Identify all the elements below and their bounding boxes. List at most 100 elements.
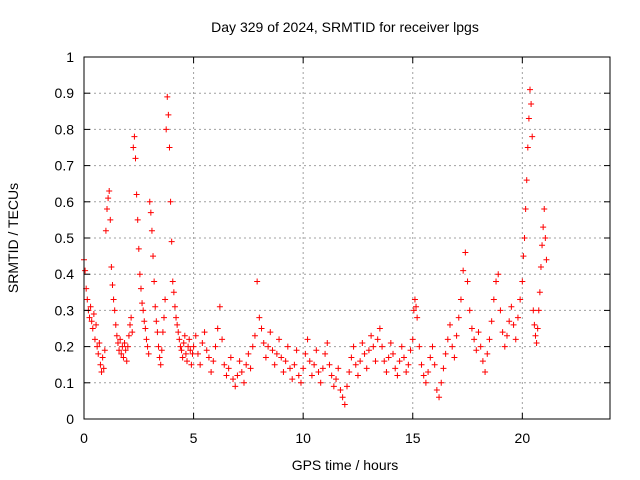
data-point-marker [370,343,377,350]
data-point-marker [462,249,469,256]
data-point-marker [289,376,296,383]
data-point-marker [451,354,458,361]
data-point-marker [169,278,176,285]
data-point-marker [105,195,112,202]
data-point-marker [212,343,219,350]
data-point-marker [265,343,272,350]
data-point-marker [216,303,223,310]
data-point-marker [269,347,276,354]
data-point-marker [98,368,105,375]
data-point-marker [137,285,144,292]
data-point-marker [152,303,159,310]
data-point-marker [177,343,184,350]
data-point-marker [291,361,298,368]
data-point-marker [110,296,117,303]
data-point-marker [247,365,254,372]
y-tick-label: 0.6 [55,194,75,210]
data-point-marker [184,358,191,365]
data-point-marker [154,329,161,336]
data-point-marker [341,401,348,408]
data-point-marker [120,354,127,361]
y-tick-label: 1 [66,49,74,65]
data-point-marker [273,350,280,357]
data-point-marker [306,358,313,365]
data-point-marker [187,347,194,354]
data-point-marker [436,394,443,401]
data-point-marker [304,336,311,343]
data-point-marker [488,318,495,325]
data-point-marker [179,354,186,361]
data-point-marker [442,350,449,357]
y-tick-label: 0.8 [55,121,75,137]
data-point-marker [346,368,353,375]
data-point-marker [118,350,125,357]
data-point-marker [175,329,182,336]
data-point-marker [433,387,440,394]
data-point-marker [495,271,502,278]
data-point-marker [374,336,381,343]
data-point-marker [475,329,482,336]
data-point-marker [512,336,519,343]
data-point-marker [100,365,107,372]
data-point-marker [148,227,155,234]
data-point-marker [335,365,342,372]
data-point-marker [295,372,302,379]
data-point-marker [537,263,544,270]
data-point-marker [160,314,167,321]
x-tick-label: 20 [515,430,531,446]
y-tick-label: 0.4 [55,266,75,282]
data-point-marker [84,296,91,303]
data-point-marker [238,368,245,375]
data-point-marker [134,216,141,223]
data-point-marker [254,278,261,285]
data-point-marker [140,307,147,314]
data-point-marker [189,350,196,357]
data-point-marker [240,379,247,386]
data-point-marker [130,144,137,151]
data-point-marker [86,314,93,321]
data-point-marker [315,368,322,375]
data-point-marker [313,347,320,354]
data-point-marker [531,321,538,328]
data-point-marker [119,343,126,350]
data-point-marker [534,325,541,332]
data-point-marker [131,133,138,140]
data-point-marker [170,289,177,296]
data-point-marker [337,387,344,394]
chart-title: Day 329 of 2024, SRMTID for receiver lpg… [211,19,479,35]
data-point-marker [365,347,372,354]
data-point-marker [385,354,392,361]
data-point-marker [464,278,471,285]
data-point-marker [425,368,432,375]
data-point-marker [91,336,98,343]
data-point-marker [171,303,178,310]
data-point-marker [208,368,215,375]
data-point-marker [136,271,143,278]
data-point-marker [387,339,394,346]
data-point-marker [453,332,460,339]
data-point-marker [514,314,521,321]
data-point-marker [249,343,256,350]
data-point-marker [438,379,445,386]
data-point-marker [354,372,361,379]
data-point-marker [133,191,140,198]
data-point-marker [519,278,526,285]
data-point-marker [124,343,131,350]
y-tick-label: 0.9 [55,85,75,101]
data-point-marker [113,332,120,339]
data-point-marker [521,235,528,241]
data-point-marker [164,93,171,100]
data-point-marker [344,383,350,390]
data-point-marker [185,343,192,350]
data-point-marker [221,361,228,368]
data-point-marker [361,350,368,357]
data-point-marker [368,332,375,339]
data-point-marker [127,321,134,328]
data-point-marker [93,321,100,328]
data-point-marker [123,358,130,365]
data-point-marker [219,336,226,343]
x-tick-label: 15 [405,430,421,446]
data-point-marker [151,278,158,285]
data-point-marker [256,314,263,321]
